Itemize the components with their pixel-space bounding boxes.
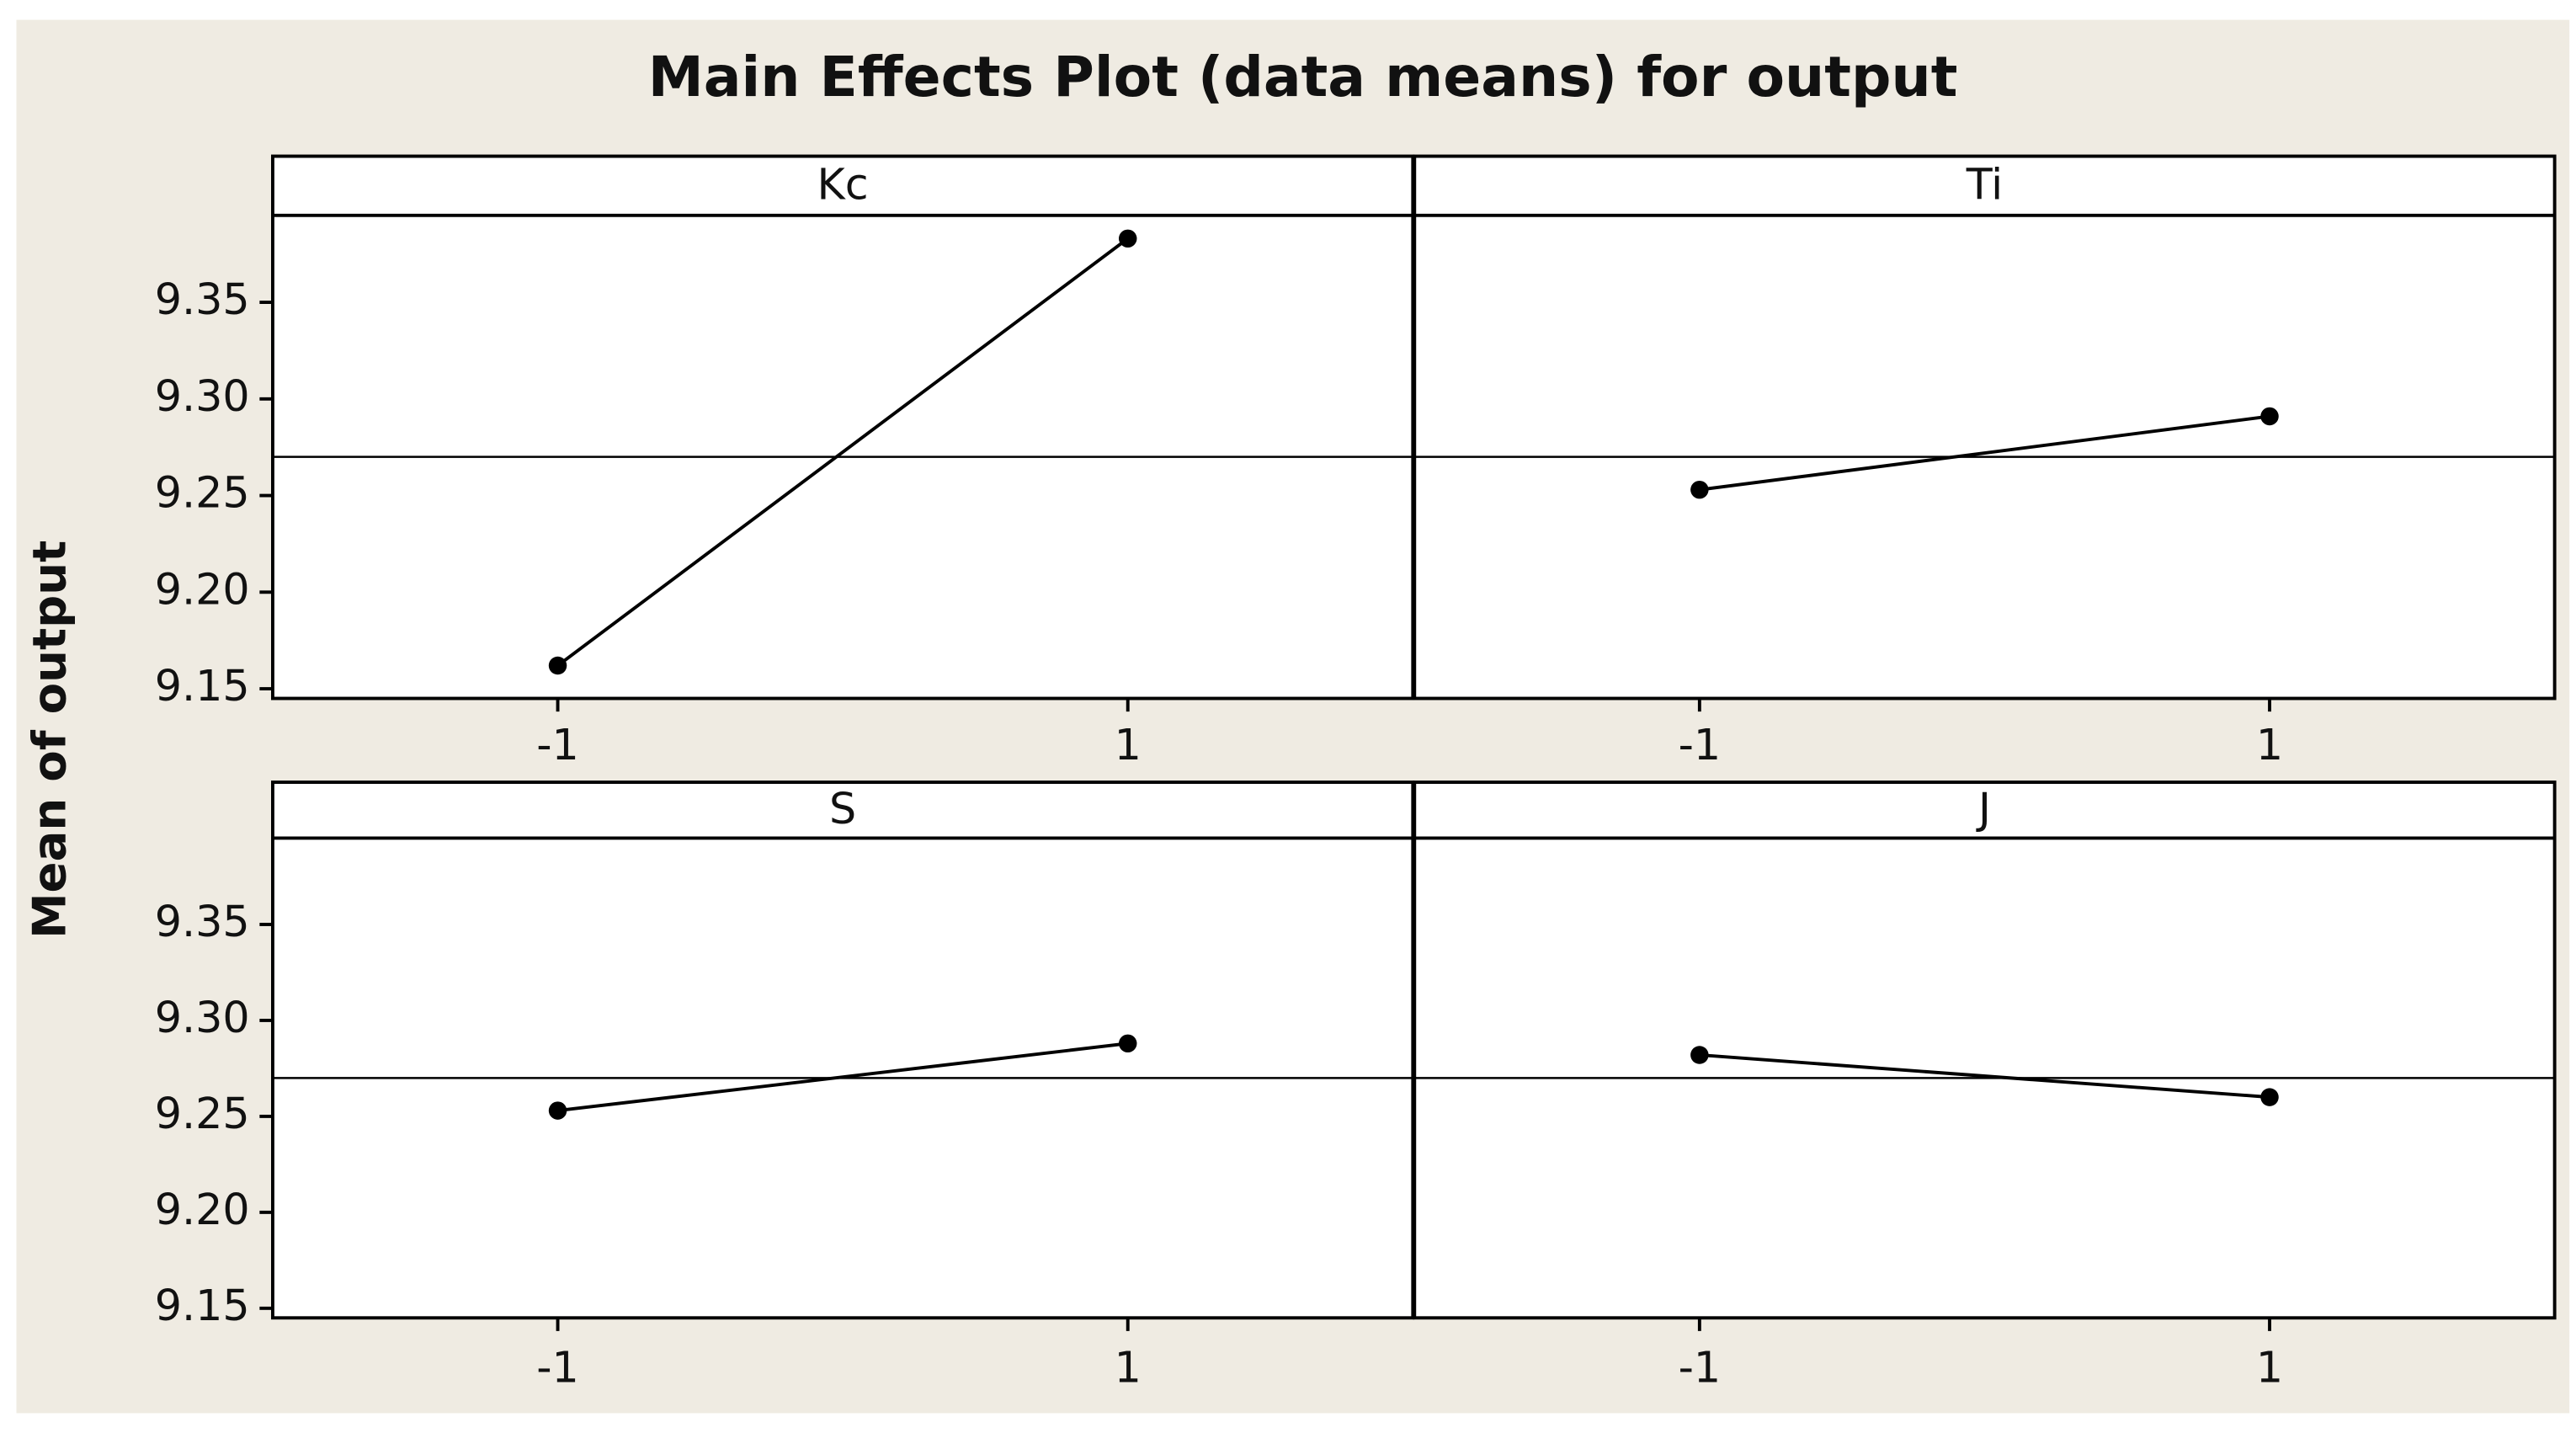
effect-point (1690, 1046, 1709, 1064)
y-tick-label: 9.25 (155, 1089, 250, 1138)
x-tick-label: -1 (536, 1343, 579, 1393)
effect-line (1699, 1053, 2270, 1100)
x-tick-label: 1 (2256, 720, 2283, 770)
effect-point (2260, 407, 2279, 426)
panel-background (1413, 154, 2557, 701)
x-tick-label: -1 (1679, 1343, 1722, 1393)
y-tick-label: 9.20 (155, 564, 250, 614)
y-tick-label: 9.30 (155, 993, 250, 1042)
effect-point (2260, 1088, 2279, 1106)
y-tick-label: 9.25 (155, 468, 250, 518)
y-axis-label: Mean of output (23, 541, 77, 939)
x-tick-label: -1 (1679, 720, 1722, 770)
y-tick-label: 9.35 (155, 897, 250, 946)
panel-label: Kc (817, 160, 869, 210)
panel-background (271, 780, 1415, 1320)
chart-title: Main Effects Plot (data means) for outpu… (648, 44, 1958, 109)
panel-label: J (1976, 784, 1991, 834)
effect-line (1699, 414, 2270, 492)
effect-point (548, 656, 567, 675)
effect-line (557, 1041, 1128, 1113)
y-tick-label: 9.35 (155, 274, 250, 324)
panel-background (1413, 780, 2557, 1320)
panel-background (271, 154, 1415, 701)
effect-point (1690, 480, 1709, 499)
panel-label: Ti (1966, 160, 2004, 210)
effect-line (556, 237, 1129, 668)
y-tick-label: 9.15 (155, 1281, 250, 1330)
x-tick-label: 1 (1115, 1343, 1142, 1393)
x-tick-label: 1 (1115, 720, 1142, 770)
x-tick-label: 1 (2256, 1343, 2283, 1393)
effect-point (1118, 229, 1137, 248)
panel-label: S (829, 784, 856, 834)
y-tick-label: 9.20 (155, 1185, 250, 1234)
effect-point (1118, 1034, 1137, 1053)
y-tick-label: 9.30 (155, 371, 250, 421)
y-tick-label: 9.15 (155, 661, 250, 711)
effect-point (548, 1101, 567, 1120)
x-tick-label: -1 (536, 720, 579, 770)
